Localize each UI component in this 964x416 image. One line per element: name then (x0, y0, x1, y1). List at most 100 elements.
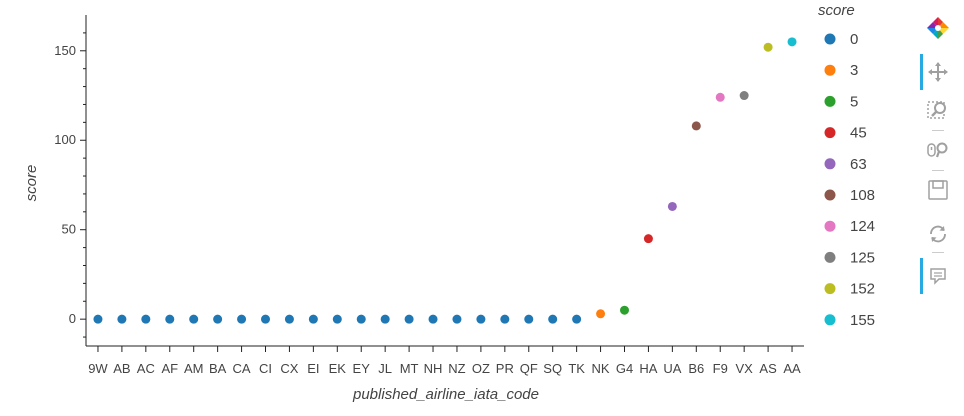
legend-swatch (824, 127, 836, 139)
x-tick-label: AM (184, 361, 204, 376)
x-axis-title: published_airline_iata_code (352, 386, 539, 403)
data-point[interactable] (476, 314, 486, 324)
x-tick-label: EY (353, 361, 371, 376)
legend-label: 0 (850, 31, 858, 48)
plot-area[interactable] (86, 15, 804, 346)
wheel-zoom-icon (927, 142, 948, 158)
x-tick-label: CA (233, 361, 251, 376)
x-tick-label: UA (663, 361, 681, 376)
data-point[interactable] (500, 314, 510, 324)
x-tick-label: OZ (472, 361, 490, 376)
x-tick-label: AF (161, 361, 178, 376)
data-point[interactable] (356, 314, 366, 324)
legend-swatch (824, 33, 836, 45)
pan-icon (928, 62, 948, 82)
data-point[interactable] (667, 201, 677, 211)
legend-swatch (824, 314, 836, 326)
y-axis: 0 50 100 150 (54, 15, 87, 346)
data-point[interactable] (404, 314, 414, 324)
data-point[interactable] (524, 314, 534, 324)
x-tick-label: EI (307, 361, 319, 376)
data-point[interactable] (739, 91, 749, 101)
legend-swatch (824, 251, 836, 263)
x-tick-label: MT (400, 361, 419, 376)
plot-background (86, 15, 804, 346)
legend-label: 125 (850, 249, 875, 266)
data-point[interactable] (643, 234, 653, 244)
data-point[interactable] (691, 121, 701, 131)
x-tick-label: F9 (713, 361, 728, 376)
data-points (93, 37, 797, 324)
legend-swatch (824, 220, 836, 232)
legend-swatch (824, 189, 836, 201)
data-point[interactable] (548, 314, 558, 324)
x-tick-label: CI (259, 361, 272, 376)
box-zoom-tool-button[interactable] (918, 96, 958, 124)
legend-swatch (824, 64, 836, 76)
data-point[interactable] (380, 314, 390, 324)
data-point[interactable] (93, 314, 103, 324)
data-point[interactable] (787, 37, 797, 47)
data-point[interactable] (308, 314, 318, 324)
legend-swatch (824, 158, 836, 170)
pan-tool-button[interactable] (918, 54, 958, 90)
data-point[interactable] (332, 314, 342, 324)
data-point[interactable] (237, 314, 247, 324)
data-point[interactable] (141, 314, 151, 324)
x-tick-label: PR (496, 361, 514, 376)
data-point[interactable] (117, 314, 127, 324)
data-point[interactable] (763, 42, 773, 52)
data-point[interactable] (572, 314, 582, 324)
legend-label: 108 (850, 187, 875, 204)
bokeh-logo[interactable] (918, 14, 958, 42)
legend-label: 5 (850, 93, 858, 110)
y-tick-label: 150 (54, 43, 76, 58)
reset-tool-button[interactable] (918, 220, 958, 248)
x-tick-label: NK (592, 361, 610, 376)
wheel-zoom-tool-button[interactable] (918, 136, 958, 164)
save-icon (928, 180, 948, 200)
data-point[interactable] (596, 309, 606, 319)
legend-title: score (818, 2, 855, 19)
legend-swatch (824, 283, 836, 295)
legend-label: 63 (850, 156, 867, 173)
y-axis-title: score (23, 165, 40, 202)
data-point[interactable] (428, 314, 438, 324)
save-tool-button[interactable] (918, 176, 958, 204)
bokeh-logo-icon (927, 17, 949, 39)
x-tick-label: JL (378, 361, 392, 376)
x-tick-label: AC (137, 361, 155, 376)
legend: score 0 3 5 45 63 108 124 125 152 155 (806, 0, 896, 336)
y-tick-label: 50 (62, 222, 76, 237)
x-tick-label: AS (759, 361, 777, 376)
data-point[interactable] (261, 314, 270, 324)
x-tick-label: G4 (616, 361, 633, 376)
x-tick-label: QF (520, 361, 538, 376)
data-point[interactable] (620, 305, 629, 315)
x-tick-label: BA (209, 361, 227, 376)
data-point[interactable] (284, 314, 294, 324)
x-tick-label: NZ (448, 361, 465, 376)
x-tick-label: HA (639, 361, 657, 376)
data-point[interactable] (189, 314, 199, 324)
hover-tool-button[interactable] (918, 258, 958, 294)
x-axis: 9W AB AC AF AM BA CA CI CX EI EK EY JL MT NH NZ OZ PR QF SQ… (86, 345, 804, 376)
data-point[interactable] (165, 314, 175, 324)
data-point[interactable] (452, 314, 462, 324)
legend-label: 155 (850, 312, 875, 329)
x-tick-label: NH (424, 361, 443, 376)
toolbar (918, 8, 958, 308)
legend-background (806, 0, 896, 336)
data-point[interactable] (715, 92, 725, 102)
x-tick-label: B6 (688, 361, 704, 376)
legend-swatch (824, 95, 836, 107)
legend-label: 124 (850, 218, 875, 235)
x-tick-label: AB (113, 361, 130, 376)
x-tick-label: EK (329, 361, 347, 376)
y-tick-label: 100 (54, 132, 76, 147)
legend-label: 3 (850, 62, 858, 79)
data-point[interactable] (213, 314, 223, 324)
x-tick-label: TK (568, 361, 585, 376)
x-tick-label: 9W (88, 361, 108, 376)
